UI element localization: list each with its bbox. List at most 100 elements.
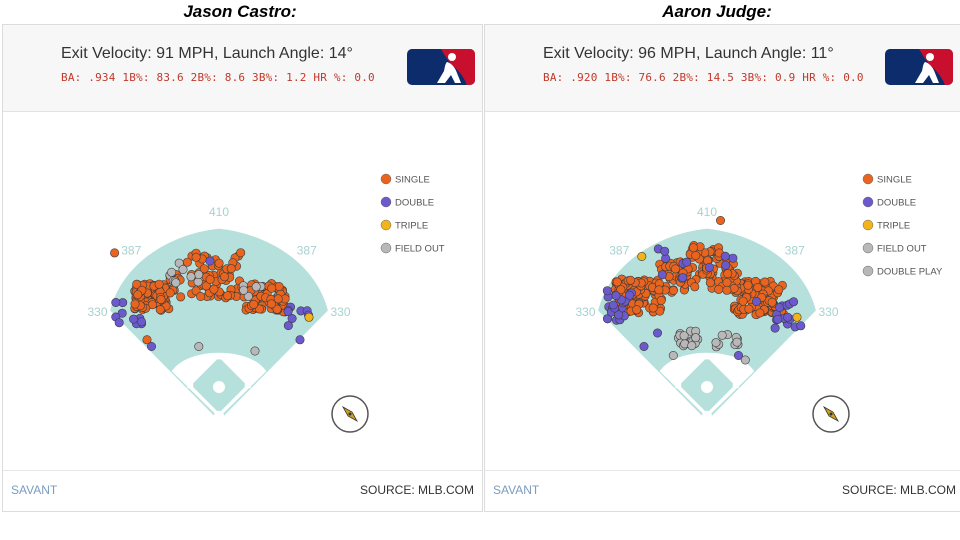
spray-chart-panel-judge: Exit Velocity: 96 MPH, Launch Angle: 11°…: [484, 24, 960, 512]
panel-title-judge: Aaron Judge:: [662, 2, 772, 21]
hit-point-double: [137, 317, 147, 327]
distance-label: 387: [609, 243, 629, 257]
hit-point-double: [770, 323, 780, 333]
hit-point-single: [723, 269, 733, 279]
hit-point-single: [729, 284, 739, 294]
legend-swatch-double: [862, 196, 874, 208]
hit-point-single: [154, 279, 164, 289]
hit-point-single: [272, 304, 282, 314]
hit-point-double: [796, 321, 806, 331]
hit-point-double: [205, 256, 215, 266]
panel-footer: SAVANT SOURCE: MLB.COM: [3, 470, 482, 511]
hit-point-field-out: [732, 337, 742, 347]
legend-label: TRIPLE: [877, 221, 910, 232]
savant-link[interactable]: SAVANT: [493, 483, 540, 497]
hit-point-single: [196, 292, 206, 302]
hit-point-field-out: [717, 330, 727, 340]
legend-swatch-triple: [862, 219, 874, 231]
compass-icon[interactable]: [812, 395, 850, 433]
hit-point-double: [114, 318, 124, 328]
hit-point-double-play: [687, 341, 697, 351]
pitchers-mound: [701, 381, 713, 393]
hit-point-single: [691, 251, 701, 261]
hit-point-double: [721, 260, 731, 270]
hit-point-single: [612, 277, 622, 287]
hit-point-triple: [792, 312, 802, 322]
base: [704, 353, 710, 360]
legend-swatch-single: [862, 173, 874, 185]
hit-point-single: [753, 283, 763, 293]
hit-point-single: [648, 303, 658, 313]
hit-point-double: [603, 314, 613, 324]
hit-point-single: [774, 285, 784, 295]
hit-point-single: [223, 291, 233, 301]
hit-point-field-out: [194, 342, 204, 352]
distance-label: 387: [121, 243, 141, 257]
hit-point-double-play: [691, 333, 701, 343]
hit-point-double: [625, 290, 635, 300]
hit-point-single: [722, 278, 732, 288]
distance-label: 330: [575, 305, 595, 319]
hit-point-single: [738, 296, 748, 306]
hit-point-field-out: [740, 355, 750, 365]
outfield-grass: [110, 228, 328, 421]
legend-swatch-single: [380, 173, 392, 185]
mlb-logo-icon: [885, 49, 953, 85]
hit-point-double: [657, 270, 667, 280]
hit-point-double: [653, 328, 663, 338]
hit-point-single: [266, 299, 276, 309]
hit-point-single: [156, 295, 166, 305]
hit-point-double: [660, 246, 670, 256]
legend-label: DOUBLE: [395, 198, 434, 209]
hit-point-double: [283, 307, 293, 317]
distance-label: 387: [785, 243, 805, 257]
hit-point-field-out: [186, 272, 196, 282]
home-plate: [702, 410, 712, 421]
hit-point-single: [165, 288, 175, 298]
hit-point-double: [682, 257, 692, 267]
hit-point-double: [734, 351, 744, 361]
spray-chart-panel-castro: Exit Velocity: 91 MPH, Launch Angle: 14°…: [2, 24, 483, 512]
hit-point-field-out: [167, 267, 177, 277]
pitchers-mound: [213, 381, 225, 393]
hit-point-field-out: [668, 351, 678, 361]
hit-point-double: [295, 335, 305, 345]
hit-point-single: [199, 264, 209, 274]
hit-point-field-out: [178, 265, 188, 275]
hit-point-double: [789, 297, 799, 307]
hit-point-double: [608, 300, 618, 310]
exit-velocity-text: Exit Velocity: 96 MPH, Launch Angle: 11°: [543, 45, 834, 62]
compass-icon[interactable]: [331, 395, 369, 433]
hit-point-single: [722, 285, 732, 295]
hit-point-single: [274, 282, 284, 292]
legend-swatch-triple: [380, 219, 392, 231]
hit-point-double: [704, 262, 714, 272]
hit-point-field-out: [239, 285, 249, 295]
hit-point-double: [728, 253, 738, 263]
hit-stats-text: BA: .920 1B%: 76.6 2B%: 14.5 3B%: 0.9 HR…: [543, 71, 864, 84]
legend-label: SINGLE: [395, 175, 430, 186]
hit-point-single: [191, 252, 201, 262]
exit-velocity-text: Exit Velocity: 91 MPH, Launch Angle: 14°: [61, 45, 353, 62]
hit-point-double: [751, 297, 761, 307]
distance-label: 330: [818, 305, 838, 319]
hit-point-single: [267, 283, 277, 293]
hit-point-double: [611, 291, 621, 301]
base: [216, 353, 222, 360]
home-plate: [214, 410, 224, 421]
hit-point-double-play: [679, 331, 689, 341]
savant-link[interactable]: SAVANT: [11, 483, 58, 497]
legend-label: DOUBLE: [877, 198, 916, 209]
hit-point-double: [678, 273, 688, 283]
hit-point-single: [182, 257, 192, 267]
base: [244, 382, 251, 389]
hit-point-single: [214, 258, 224, 268]
hit-point-single: [755, 308, 765, 318]
hit-point-single: [689, 243, 699, 253]
hit-point-double: [602, 286, 612, 296]
spray-chart: 330 387 410 387 330 SINGLE DOUBLE TRIPLE FIELD O…: [87, 173, 445, 433]
legend-swatch-field-out: [380, 242, 392, 254]
spray-chart: 330 387 410 387 330 SINGLE DOUBLE TRIPLE FIELD O…: [575, 173, 943, 433]
legend-label: TRIPLE: [395, 221, 428, 232]
hit-point-double: [720, 251, 730, 261]
